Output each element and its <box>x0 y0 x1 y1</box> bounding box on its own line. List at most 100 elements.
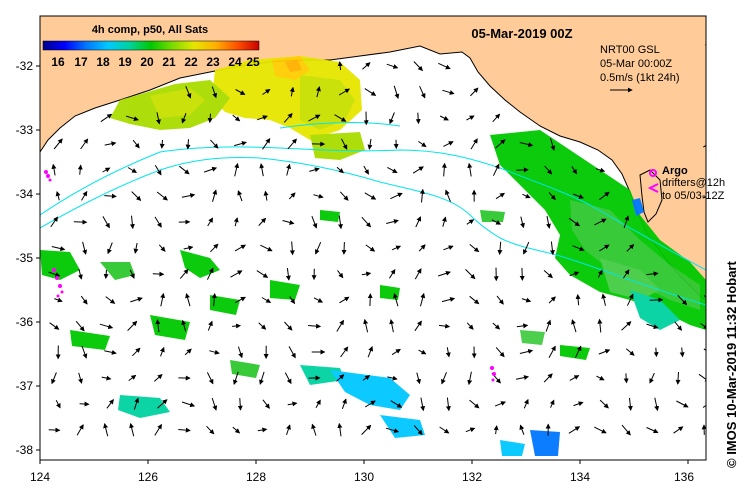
info-scale: 0.5m/s (1kt 24h) <box>600 72 679 84</box>
current-arrow <box>206 372 214 385</box>
current-arrow <box>256 270 269 278</box>
current-arrow <box>102 216 110 229</box>
current-arrow <box>334 114 347 122</box>
current-arrow <box>598 349 611 355</box>
current-arrow <box>625 348 635 356</box>
current-arrow <box>544 165 553 175</box>
current-arrow <box>522 241 530 255</box>
current-arrow <box>179 268 189 279</box>
current-arrow <box>212 189 218 202</box>
current-arrow <box>153 374 163 382</box>
colorbar-tick: 18 <box>96 55 110 69</box>
x-tick-label: 132 <box>462 470 482 484</box>
current-arrow <box>80 138 89 150</box>
current-arrow <box>82 241 88 255</box>
current-arrow <box>178 427 191 433</box>
current-arrow <box>393 292 399 307</box>
current-arrow <box>646 427 659 434</box>
current-arrow <box>337 270 344 279</box>
current-arrow <box>77 268 83 280</box>
current-arrow <box>341 138 348 150</box>
current-arrow <box>311 423 317 436</box>
current-arrow <box>621 424 631 436</box>
x-tick-label: 130 <box>354 470 374 484</box>
current-arrow <box>469 244 480 253</box>
current-arrow <box>341 241 347 255</box>
current-arrow <box>653 347 659 358</box>
current-arrow <box>465 269 476 280</box>
current-arrow <box>495 192 505 200</box>
current-arrow <box>207 320 213 331</box>
current-arrow <box>258 322 267 330</box>
current-arrow <box>313 297 324 303</box>
current-arrow <box>361 424 372 435</box>
current-arrow <box>103 269 109 280</box>
y-tick-label: -36 <box>16 315 34 329</box>
current-arrow <box>289 86 295 97</box>
current-arrow <box>568 426 581 434</box>
current-arrow <box>702 196 706 199</box>
current-arrow <box>159 346 165 357</box>
current-arrow <box>49 322 60 330</box>
x-tick-label: 134 <box>570 470 590 484</box>
current-arrow <box>289 296 296 305</box>
current-arrow <box>491 219 502 225</box>
current-arrow <box>364 192 377 200</box>
current-arrow <box>206 267 214 280</box>
current-arrow <box>469 399 480 409</box>
current-arrow <box>443 141 454 147</box>
current-arrow <box>520 216 525 229</box>
current-arrow <box>698 373 706 383</box>
current-arrow <box>361 216 372 228</box>
current-arrow <box>521 297 532 303</box>
current-arrow <box>572 245 585 252</box>
colorbar-title: 4h comp, p50, All Sats <box>92 24 208 36</box>
current-arrow <box>705 248 706 255</box>
current-arrow <box>441 216 447 227</box>
current-arrow <box>181 113 187 124</box>
current-arrow <box>364 88 377 96</box>
current-arrow <box>126 115 139 122</box>
current-arrow <box>184 348 192 356</box>
current-arrow <box>495 347 505 358</box>
current-arrow <box>623 373 629 384</box>
current-arrow <box>262 138 271 150</box>
current-arrow <box>237 398 243 411</box>
current-arrow <box>545 319 552 332</box>
current-arrow <box>308 114 321 122</box>
current-arrow <box>571 166 578 175</box>
current-arrow <box>364 400 376 408</box>
current-arrow <box>262 399 270 409</box>
current-arrow <box>626 244 635 252</box>
colorbar-tick: 17 <box>74 55 88 69</box>
current-arrow <box>130 297 143 303</box>
colorbar-tick: 23 <box>206 55 220 69</box>
current-arrow <box>233 371 239 385</box>
current-arrow <box>336 166 344 174</box>
current-arrow <box>288 192 296 200</box>
current-arrow <box>211 292 217 307</box>
current-arrow <box>418 349 427 355</box>
current-arrow <box>259 371 265 385</box>
current-arrow <box>445 347 451 358</box>
current-arrow <box>336 319 344 332</box>
current-arrow <box>154 423 162 436</box>
current-arrow <box>386 63 399 69</box>
current-arrow <box>543 373 553 383</box>
current-arrow <box>598 191 610 201</box>
current-arrow <box>210 243 219 253</box>
current-arrow <box>391 245 402 251</box>
current-arrow <box>494 401 506 407</box>
current-arrow <box>546 215 551 229</box>
current-arrow <box>497 241 503 256</box>
current-arrow <box>438 323 451 329</box>
current-arrow <box>441 162 447 177</box>
drifter-marker-icon <box>647 183 659 193</box>
current-arrow <box>286 163 291 176</box>
current-arrow <box>388 268 396 279</box>
current-arrow <box>439 426 450 434</box>
current-arrow <box>101 375 112 381</box>
current-arrow <box>207 217 214 227</box>
current-arrow <box>549 241 555 256</box>
